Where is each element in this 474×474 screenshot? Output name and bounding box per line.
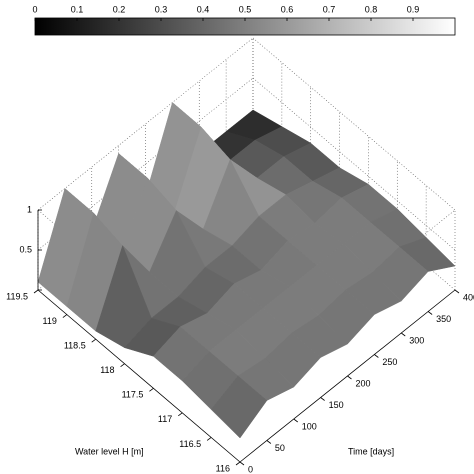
axis-line: [37, 289, 241, 463]
colorbar-tick-label: 0.4: [197, 4, 210, 14]
x-tick-label: 119: [42, 316, 56, 326]
x-tick-label: 116.5: [179, 439, 201, 449]
y-tick-label: 250: [382, 357, 397, 367]
x-tick: [120, 363, 125, 368]
colorbar-tick-label: 0.5: [239, 4, 252, 14]
y-tick-label: 150: [329, 400, 344, 410]
y-tick: [293, 418, 298, 423]
y-tick: [266, 440, 272, 444]
colorbar-tick-label: 0.8: [365, 4, 378, 14]
y-tick-label: 50: [275, 443, 285, 453]
colorbar-tick-label: 0.3: [155, 4, 168, 14]
y-tick-label: 0: [248, 464, 253, 474]
x-tick-label: 118.5: [64, 341, 86, 351]
y-tick-label: 400: [463, 292, 474, 302]
x-tick-label: 118: [100, 365, 114, 375]
x-tick: [178, 412, 183, 417]
x-tick-label: 117: [158, 414, 172, 424]
y-axis-label: Time [days]: [348, 446, 394, 456]
x-tick: [149, 387, 154, 392]
colorbar-tick-label: 0.2: [113, 4, 126, 14]
surface-patch: [210, 375, 268, 439]
y-tick: [374, 354, 379, 358]
y-tick: [401, 332, 406, 337]
x-tick: [206, 437, 212, 441]
y-tick-label: 100: [302, 421, 317, 431]
x-tick-label: 119.5: [6, 291, 28, 301]
y-tick-label: 200: [356, 378, 371, 388]
x-tick: [33, 289, 39, 294]
grid-line: [252, 77, 456, 251]
colorbar-tick-label: 0: [32, 4, 37, 14]
x-tick: [235, 461, 241, 466]
x-tick: [62, 314, 68, 318]
colorbar-tick-label: 0.7: [323, 4, 336, 14]
colorbar-tick-label: 0.6: [281, 4, 294, 14]
x-tick-label: 117.5: [122, 390, 144, 400]
colorbar-tick-label: 0.1: [71, 4, 84, 14]
colorbar-tick-label: 0.9: [407, 4, 420, 14]
grid-line: [37, 37, 254, 211]
z-tick-label: 0.5: [19, 244, 32, 254]
y-tick: [320, 397, 325, 401]
z-tick-label: 1: [27, 204, 32, 214]
y-tick-label: 350: [436, 314, 451, 324]
grid-line: [252, 37, 456, 211]
x-tick: [91, 338, 96, 343]
y-tick: [427, 311, 433, 315]
x-tick-label: 116: [216, 463, 230, 473]
y-tick: [347, 375, 352, 380]
x-axis-label: Water level H [m]: [75, 446, 144, 456]
y-tick: [454, 289, 460, 294]
y-tick-label: 300: [409, 335, 424, 345]
y-tick: [239, 461, 245, 466]
